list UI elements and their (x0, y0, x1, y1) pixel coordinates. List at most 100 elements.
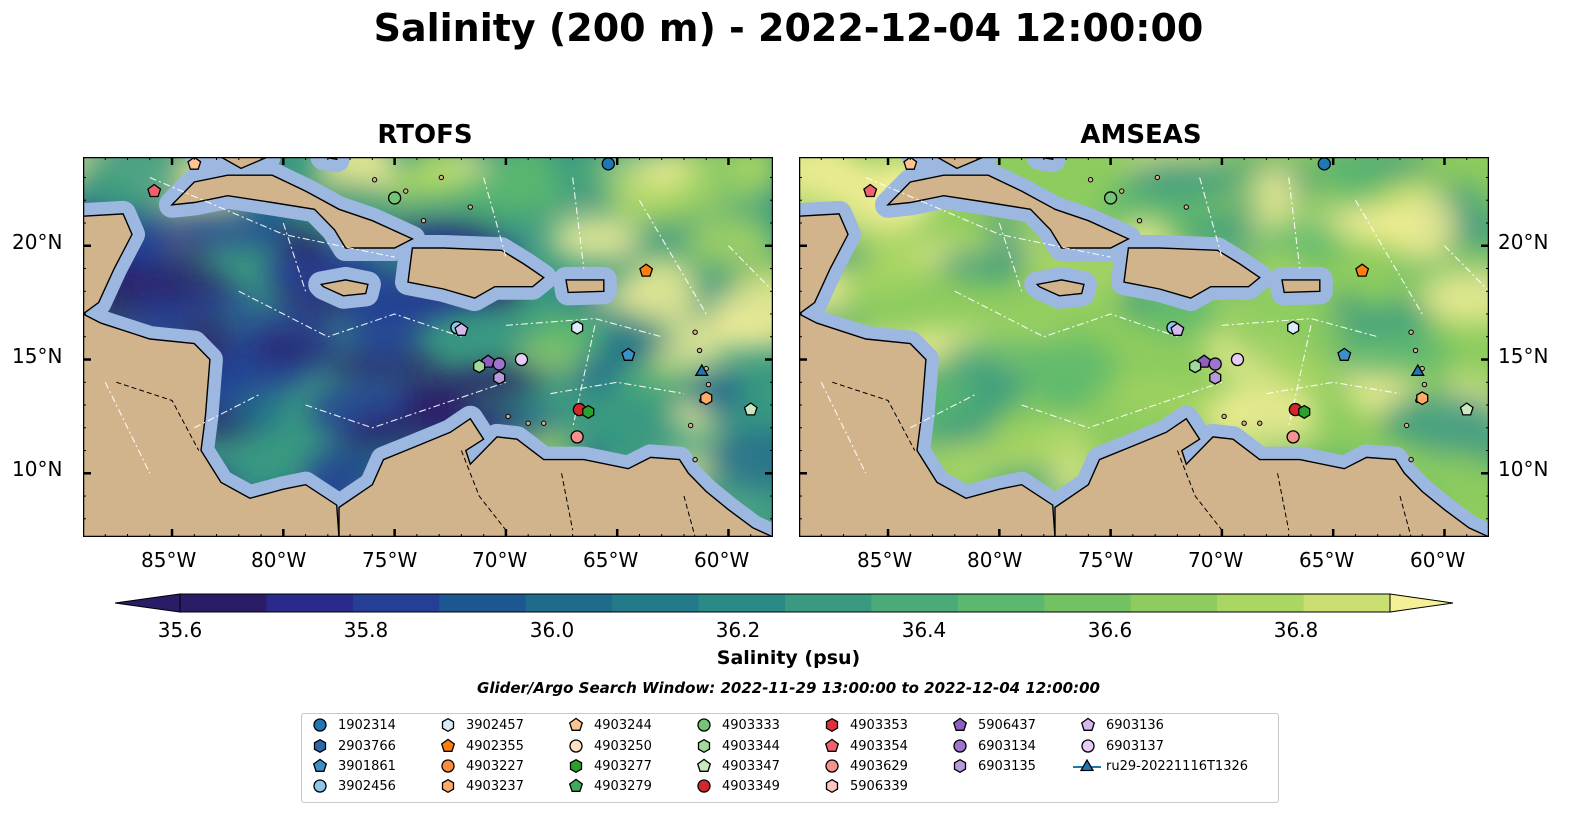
colorbar-segment (957, 594, 1045, 612)
legend-marker-icon (313, 738, 327, 754)
salinity-patch (409, 157, 463, 203)
salinity-patch (548, 214, 641, 262)
rtofs-salinity-map (83, 157, 773, 537)
legend-marker (697, 779, 711, 793)
legend-marker (696, 758, 712, 772)
legend-marker-icon (953, 758, 967, 774)
legend-label: 4903353 (850, 717, 908, 733)
yucatan-land (799, 213, 849, 315)
small-island (1241, 420, 1247, 426)
salinity-patch (645, 346, 721, 368)
small-island (371, 177, 378, 183)
platform-marker (1298, 404, 1311, 419)
legend-entry: 4902355 (440, 738, 524, 754)
legend-triangle-marker (1079, 758, 1095, 772)
salinity-patch (1370, 299, 1433, 337)
legend-marker (441, 759, 455, 773)
country-borders (116, 381, 696, 537)
platform-marker (694, 363, 709, 376)
boundary-lines (104, 176, 773, 474)
small-island (696, 347, 703, 354)
legend-label: 4903349 (722, 778, 780, 794)
border-line (1176, 450, 1223, 531)
salinity-patch (1330, 159, 1379, 218)
border-line (1277, 473, 1290, 531)
jamaica-land (319, 279, 369, 297)
colorbar-tick-label: 36.0 (529, 618, 575, 642)
colorbar-label: Salinity (psu) (716, 647, 861, 669)
salinity-patch (689, 369, 744, 419)
legend-label: 4903629 (850, 758, 908, 774)
legend-marker-icon (953, 739, 967, 753)
eez-boundary (1288, 325, 1312, 428)
eez-boundary (1444, 245, 1489, 292)
salinity-patch (347, 293, 421, 363)
legend-marker-icon (313, 718, 327, 732)
lat-tick-label: 15°N (12, 344, 63, 368)
legend-entry: 4903237 (440, 778, 524, 794)
legend-marker-icon (569, 739, 583, 753)
platform-markers (147, 157, 758, 444)
salinity-patch (321, 350, 449, 379)
legend-marker (313, 738, 327, 754)
salinity-patch (942, 227, 1004, 253)
legend-label: 6903136 (1106, 717, 1164, 733)
legend-marker (697, 738, 711, 754)
platform-marker (1208, 357, 1222, 371)
eez-boundary (954, 290, 1178, 338)
small-island (403, 188, 409, 194)
colorbar-tick-label: 36.4 (901, 618, 947, 642)
small-island (1408, 456, 1414, 463)
legend-label: 4903333 (722, 717, 780, 733)
eez-boundary (1288, 177, 1301, 269)
small-island (692, 456, 698, 463)
legend-marker (953, 758, 967, 774)
salinity-colorbar (115, 593, 1454, 613)
platform-marker (473, 359, 486, 374)
small-island (1412, 347, 1419, 354)
legend-marker-icon (568, 778, 584, 792)
legend-entry: 4903277 (568, 758, 652, 774)
legend-entry: 4903353 (824, 717, 908, 733)
platform-marker (1416, 391, 1429, 406)
colorbar-tick-label: 36.6 (1087, 618, 1133, 642)
cuba-land (886, 174, 1131, 249)
colorbar-segment (1303, 594, 1391, 612)
jamaica-land (1035, 279, 1085, 297)
platform-marker (582, 404, 595, 419)
eez-boundary (728, 245, 773, 292)
colorbar-segment (439, 594, 527, 612)
legend-entry: 3902456 (312, 778, 396, 794)
map-border (83, 157, 773, 537)
platform-marker (493, 370, 506, 385)
colorbar-outline (179, 593, 1391, 613)
legend-marker-icon (312, 758, 328, 772)
salinity-patch (501, 157, 554, 197)
legend-entry: 4903279 (568, 778, 652, 794)
panel-title-amseas: AMSEAS (1080, 120, 1202, 150)
salinity-patch (1258, 216, 1346, 265)
lon-tick-label: 80°W (967, 548, 1023, 572)
small-island (1154, 174, 1161, 181)
panel-title-rtofs: RTOFS (377, 120, 473, 150)
lon-tick-label: 75°W (1078, 548, 1134, 572)
small-island (541, 420, 547, 426)
platform-marker (1459, 402, 1474, 416)
salinity-patch (1336, 329, 1455, 380)
platform-marker (1103, 191, 1118, 205)
small-island (438, 174, 445, 181)
platform-marker (700, 391, 713, 406)
legend-label: 4903244 (594, 717, 652, 733)
legend-entry: 4903227 (440, 758, 524, 774)
salinity-patch (706, 430, 773, 489)
platform-marker (514, 352, 529, 367)
platform-marker (1230, 352, 1245, 367)
platform-marker (863, 183, 878, 198)
lon-tick-label: 60°W (1410, 548, 1466, 572)
salinity-patch (1388, 191, 1457, 260)
salinity-patch (574, 159, 651, 180)
salinity-patch (249, 333, 325, 362)
lon-tick-label: 65°W (1299, 548, 1355, 572)
legend-label: 2903766 (338, 738, 396, 754)
florida-land (914, 157, 984, 170)
